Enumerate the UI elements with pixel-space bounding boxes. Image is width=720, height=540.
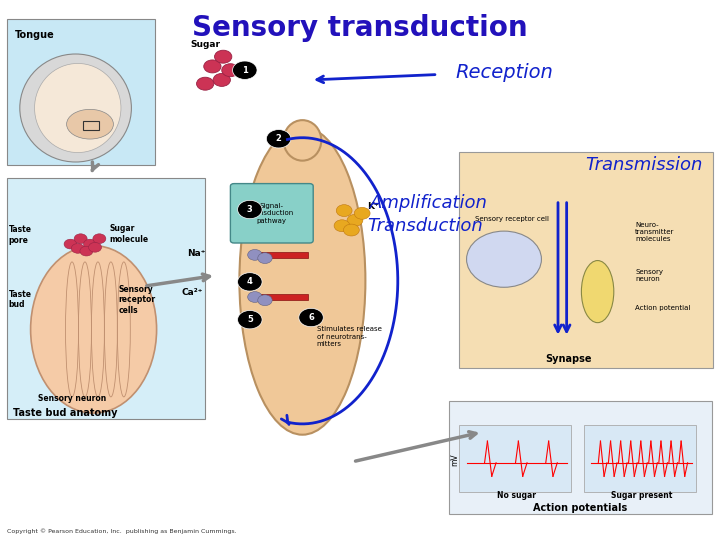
Text: Sugar
molecule: Sugar molecule (109, 224, 148, 244)
Circle shape (222, 64, 239, 77)
Text: 2: 2 (276, 134, 282, 143)
Text: 5: 5 (247, 315, 253, 324)
Circle shape (299, 308, 323, 327)
Bar (459, 425, 571, 492)
Circle shape (248, 292, 262, 302)
Ellipse shape (31, 246, 157, 413)
Text: Neuro-
transmitter
molecules: Neuro- transmitter molecules (635, 222, 675, 242)
Circle shape (215, 50, 232, 63)
Circle shape (334, 220, 350, 232)
Circle shape (248, 249, 262, 260)
Text: Copyright © Pearson Education, Inc.  publishing as Benjamin Cummings.: Copyright © Pearson Education, Inc. publ… (7, 528, 237, 534)
Bar (83, 121, 99, 130)
Circle shape (213, 73, 230, 86)
Ellipse shape (19, 54, 131, 162)
Text: mV: mV (450, 454, 459, 467)
Circle shape (197, 77, 214, 90)
Text: Sugar present: Sugar present (611, 491, 672, 500)
Text: Action potential: Action potential (635, 305, 690, 311)
Bar (584, 425, 696, 492)
Circle shape (64, 239, 77, 249)
Circle shape (467, 231, 541, 287)
Text: Taste
bud: Taste bud (9, 290, 32, 309)
Text: 3: 3 (247, 205, 253, 214)
Circle shape (84, 239, 96, 249)
Circle shape (204, 60, 221, 73)
Bar (7, 19, 155, 165)
Ellipse shape (66, 109, 114, 139)
Bar (459, 152, 713, 368)
Circle shape (238, 310, 262, 329)
Bar (258, 252, 308, 258)
Text: Synapse: Synapse (546, 354, 592, 363)
Text: 1: 1 (242, 66, 248, 75)
Circle shape (343, 224, 359, 236)
Circle shape (233, 61, 257, 79)
Text: Sensory neuron: Sensory neuron (38, 394, 106, 403)
Ellipse shape (582, 261, 614, 322)
Text: 4: 4 (247, 278, 253, 286)
Text: Ca²⁺: Ca²⁺ (181, 288, 203, 297)
Circle shape (71, 244, 84, 253)
Circle shape (74, 234, 87, 244)
Circle shape (80, 246, 93, 256)
Circle shape (258, 253, 272, 264)
Text: Transduction: Transduction (367, 217, 482, 235)
Text: Taste
pore: Taste pore (9, 225, 32, 245)
FancyBboxPatch shape (230, 184, 313, 243)
Text: No sugar: No sugar (498, 491, 536, 500)
Text: 6: 6 (308, 313, 314, 322)
Circle shape (238, 273, 262, 291)
Text: Action potentials: Action potentials (534, 503, 627, 512)
Text: Na⁺: Na⁺ (187, 249, 206, 258)
Text: Sensory
receptor
cells: Sensory receptor cells (119, 285, 156, 315)
Text: Reception: Reception (455, 63, 553, 83)
Circle shape (258, 295, 272, 306)
Text: Sensory
neuron: Sensory neuron (635, 269, 663, 282)
Ellipse shape (239, 127, 365, 435)
Circle shape (347, 214, 363, 226)
Text: Taste bud anatomy: Taste bud anatomy (12, 408, 117, 418)
Circle shape (266, 130, 291, 148)
Text: Transmission: Transmission (585, 156, 703, 174)
Circle shape (93, 234, 106, 244)
Text: Amplification: Amplification (369, 193, 487, 212)
Ellipse shape (284, 120, 321, 161)
Circle shape (354, 207, 370, 219)
Circle shape (238, 200, 262, 219)
Bar (449, 401, 712, 514)
Text: Sensory receptor cell: Sensory receptor cell (475, 215, 549, 222)
Text: Sugar: Sugar (190, 40, 220, 49)
Circle shape (336, 205, 352, 217)
Ellipse shape (35, 63, 121, 152)
Text: K⁺: K⁺ (367, 202, 379, 211)
Bar (258, 294, 308, 300)
Text: Tongue: Tongue (14, 30, 54, 40)
Text: Sensory transduction: Sensory transduction (192, 14, 528, 42)
Circle shape (89, 242, 102, 252)
Bar (7, 178, 205, 418)
Text: Stimulates release
of neurotrans-
mitters: Stimulates release of neurotrans- mitter… (317, 326, 382, 347)
Text: Signal-
transduction
pathway: Signal- transduction pathway (250, 203, 294, 224)
